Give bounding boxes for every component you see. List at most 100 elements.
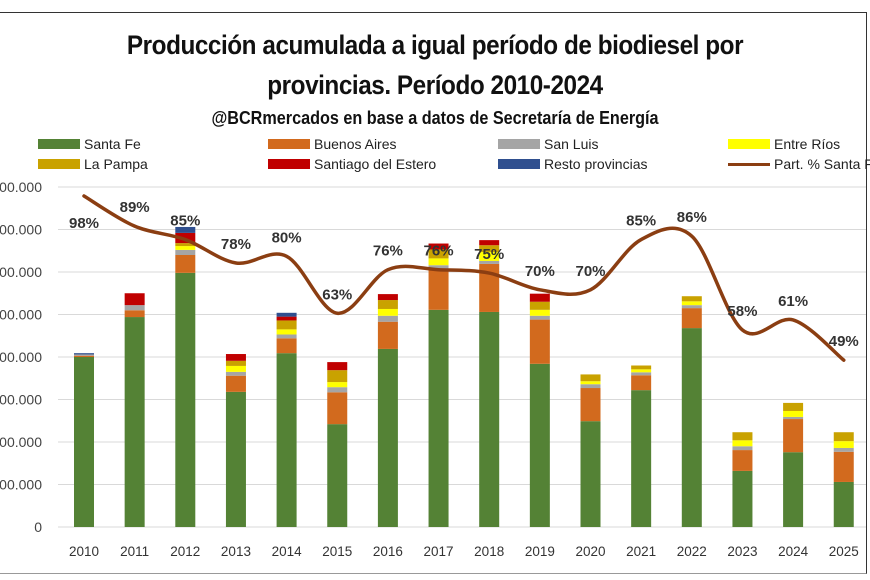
bar-segment-santa-fe <box>225 391 246 527</box>
y-tick-label: 600.000 <box>0 264 42 280</box>
y-tick-label: 0 <box>34 519 42 535</box>
x-tick-label: 2017 <box>424 544 454 559</box>
bar-segment-la-pampa <box>377 300 398 309</box>
y-tick-label: 200.000 <box>0 434 42 450</box>
x-tick-label: 2021 <box>626 544 656 559</box>
bar-segment-san-luis <box>124 305 145 311</box>
bar-segment-la-pampa <box>580 374 601 382</box>
data-label: 70% <box>525 263 555 280</box>
legend-swatch <box>38 159 80 169</box>
bar-segment-la-pampa <box>428 249 449 259</box>
bar-segment-la-pampa <box>833 432 854 442</box>
bar-segment-santiago-del-estero <box>479 240 500 246</box>
bar-segment-buenos-aires <box>631 375 652 391</box>
bar-segment-santiago-del-estero <box>327 362 348 371</box>
chart-frame <box>0 12 867 574</box>
bar-segment-buenos-aires <box>377 321 398 349</box>
bar-segment-buenos-aires <box>580 388 601 422</box>
legend-label: Santa Fe <box>84 136 141 152</box>
bar-segment-san-luis <box>580 384 601 389</box>
bar-segment-entre-ríos <box>327 382 348 388</box>
legend-label: San Luis <box>544 136 599 152</box>
legend-swatch <box>268 159 310 169</box>
bar-segment-buenos-aires <box>124 310 145 318</box>
bar-segment-santiago-del-estero <box>124 293 145 306</box>
bar-segment-san-luis <box>732 446 753 451</box>
legend-item: San Luis <box>498 136 598 152</box>
bar-segment-santiago-del-estero <box>225 354 246 361</box>
bar-segment-la-pampa <box>327 370 348 383</box>
bar-segment-la-pampa <box>631 365 652 370</box>
bar-segment-san-luis <box>327 387 348 393</box>
bar-segment-la-pampa <box>529 301 550 310</box>
x-tick-label: 2022 <box>677 544 707 559</box>
bar-segment-santa-fe <box>529 363 550 527</box>
legend-swatch <box>38 139 80 149</box>
data-label: 61% <box>778 293 808 310</box>
data-label: 85% <box>170 213 200 230</box>
bar-segment-san-luis <box>175 249 196 255</box>
data-label: 70% <box>575 263 605 280</box>
bar-segment-entre-ríos <box>631 369 652 373</box>
bar-segment-entre-ríos <box>377 308 398 316</box>
bar-segment-entre-ríos <box>833 441 854 448</box>
bar-segment-entre-ríos <box>681 301 702 306</box>
legend-swatch <box>498 139 540 149</box>
bar-segment-santiago-del-estero <box>529 293 550 302</box>
x-tick-label: 2018 <box>474 544 504 559</box>
data-label: 86% <box>677 209 707 226</box>
bar-segment-entre-ríos <box>225 365 246 372</box>
bar-segment-san-luis <box>74 354 94 356</box>
data-label: 89% <box>120 199 150 216</box>
bar-segment-san-luis <box>833 447 854 452</box>
bar-segment-buenos-aires <box>529 319 550 364</box>
data-label: 75% <box>474 246 504 263</box>
bar-segment-san-luis <box>783 416 804 420</box>
bar-segment-santiago-del-estero <box>276 316 297 321</box>
y-tick-label: 700.000 <box>0 222 42 238</box>
bar-segment-buenos-aires <box>428 269 449 310</box>
bar-segment-la-pampa <box>681 296 702 302</box>
bar-segment-santiago-del-estero <box>377 294 398 301</box>
bar-segment-buenos-aires <box>833 451 854 482</box>
legend-label: Buenos Aires <box>314 136 397 152</box>
legend-label: Part. % Santa Fe <box>774 156 870 172</box>
bar-segment-la-pampa <box>479 245 500 253</box>
bar-segment-resto-provincias <box>175 226 196 233</box>
x-tick-label: 2023 <box>727 544 757 559</box>
x-tick-label: 2025 <box>829 544 859 559</box>
y-tick-label: 500.000 <box>0 307 42 323</box>
bar-segment-san-luis <box>428 265 449 270</box>
bar-segment-santa-fe <box>327 424 348 527</box>
x-tick-label: 2016 <box>373 544 403 559</box>
bar-segment-la-pampa <box>225 360 246 366</box>
bar-segment-santa-fe <box>783 452 804 527</box>
data-label: 80% <box>272 229 302 246</box>
bar-segment-santa-fe <box>580 421 601 527</box>
line-part-santa-fe <box>82 194 846 362</box>
legend-item: Resto provincias <box>498 156 648 172</box>
y-tick-label: 800.000 <box>0 179 42 195</box>
bar-segment-buenos-aires <box>175 255 196 273</box>
y-tick-label: 400.000 <box>0 349 42 365</box>
legend-swatch <box>498 159 540 169</box>
bar-segment-santa-fe <box>681 328 702 527</box>
legend-item: La Pampa <box>38 156 148 172</box>
bar-segment-santa-fe <box>428 309 449 527</box>
bar-segment-entre-ríos <box>479 252 500 261</box>
legend-swatch <box>728 139 770 149</box>
bar-segment-entre-ríos <box>732 440 753 447</box>
legend-item: Santa Fe <box>38 136 141 152</box>
bar-segment-entre-ríos <box>529 309 550 316</box>
chart-title-line-1: Producción acumulada a igual período de … <box>126 30 744 60</box>
bar-segment-buenos-aires <box>225 375 246 392</box>
x-tick-label: 2020 <box>575 544 605 559</box>
legend-item: Entre Ríos <box>728 136 840 152</box>
bar-segment-la-pampa <box>276 320 297 330</box>
bar-segment-resto-provincias <box>74 353 94 355</box>
bar-segment-entre-ríos <box>428 258 449 266</box>
x-tick-label: 2013 <box>221 544 251 559</box>
bar-segment-santiago-del-estero <box>428 243 449 250</box>
data-label: 85% <box>626 213 656 230</box>
